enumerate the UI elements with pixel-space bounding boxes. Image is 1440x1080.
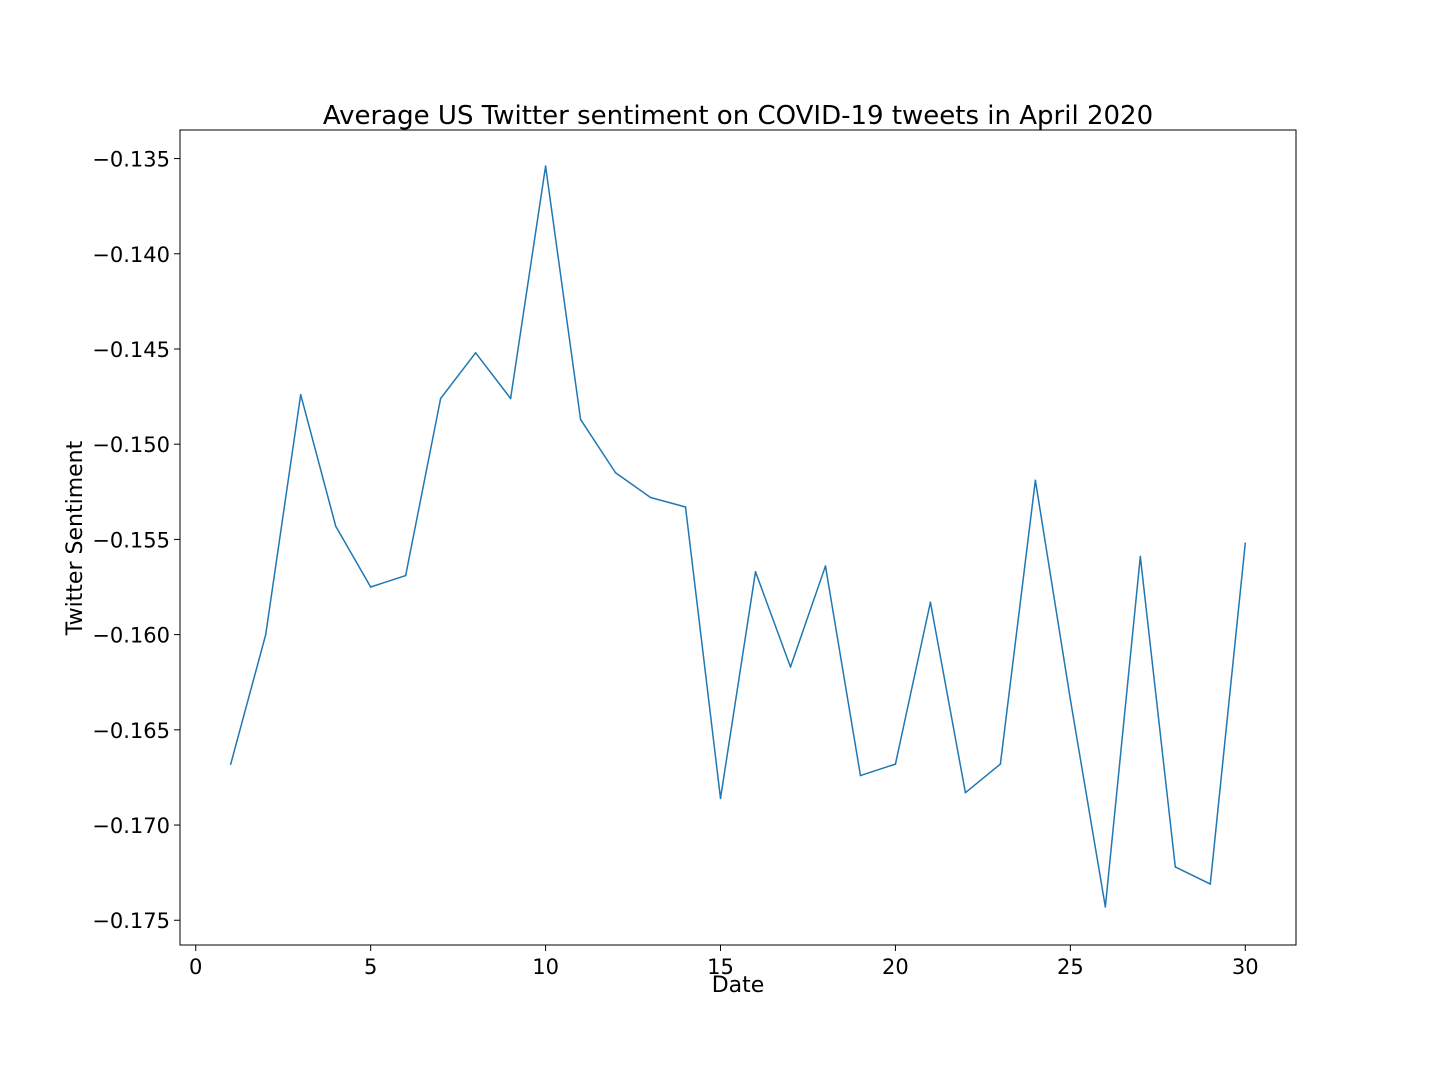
data-point [404, 574, 407, 577]
data-point [1034, 479, 1037, 482]
data-point [1069, 698, 1072, 701]
plot-frame [179, 129, 1297, 946]
series-layer [229, 165, 1247, 908]
data-point [264, 633, 267, 636]
data-point [544, 165, 547, 167]
data-point [894, 763, 897, 765]
data-point [1174, 866, 1177, 868]
y-tick-label: −0.140 [92, 243, 170, 267]
data-point [929, 601, 932, 604]
y-tick-label: −0.145 [92, 338, 170, 362]
plot-area [179, 129, 1297, 946]
data-point [684, 506, 687, 508]
data-point [579, 418, 582, 421]
x-tick-label: 15 [707, 955, 734, 979]
data-point [299, 393, 302, 396]
data-point [999, 763, 1002, 765]
x-axis-label: Date [712, 973, 765, 998]
y-axis: −0.135 −0.140 −0.145 −0.150 −0.155 −0.160 −0.1… [92, 148, 180, 933]
data-point [474, 351, 477, 354]
x-axis: 0 5 10 15 20 25 30 [189, 945, 1259, 979]
y-axis-label: Twitter Sentiment [63, 440, 88, 636]
x-tick-label: 30 [1232, 955, 1259, 979]
y-tick-label: −0.175 [92, 909, 170, 933]
x-tick-label: 0 [189, 955, 202, 979]
data-point [1244, 542, 1247, 545]
y-tick-label: −0.170 [92, 814, 170, 838]
data-point [439, 397, 442, 400]
data-point [1139, 555, 1142, 558]
data-point [859, 774, 862, 777]
y-tick-label: −0.165 [92, 719, 170, 743]
x-tick-label: 10 [532, 955, 559, 979]
data-point [369, 586, 372, 588]
data-point [1104, 906, 1107, 908]
data-point [509, 397, 512, 400]
x-tick-label: 25 [1057, 955, 1084, 979]
x-tick-label: 5 [364, 955, 377, 979]
data-point [649, 496, 652, 499]
data-point [754, 570, 757, 573]
y-tick-label: −0.150 [92, 433, 170, 457]
series-line [230, 165, 1247, 908]
data-point [614, 471, 617, 474]
y-tick-label: −0.135 [92, 148, 170, 172]
data-point [719, 797, 722, 800]
data-point [334, 525, 337, 527]
data-point [229, 763, 232, 765]
y-tick-label: −0.160 [92, 624, 170, 648]
y-tick-label: −0.155 [92, 528, 170, 552]
x-tick-label: 20 [882, 955, 909, 979]
data-point [789, 666, 792, 668]
data-point [964, 791, 967, 794]
data-point [1209, 883, 1212, 885]
chart-title: Average US Twitter sentiment on COVID-19… [323, 101, 1153, 131]
data-point [824, 565, 827, 567]
